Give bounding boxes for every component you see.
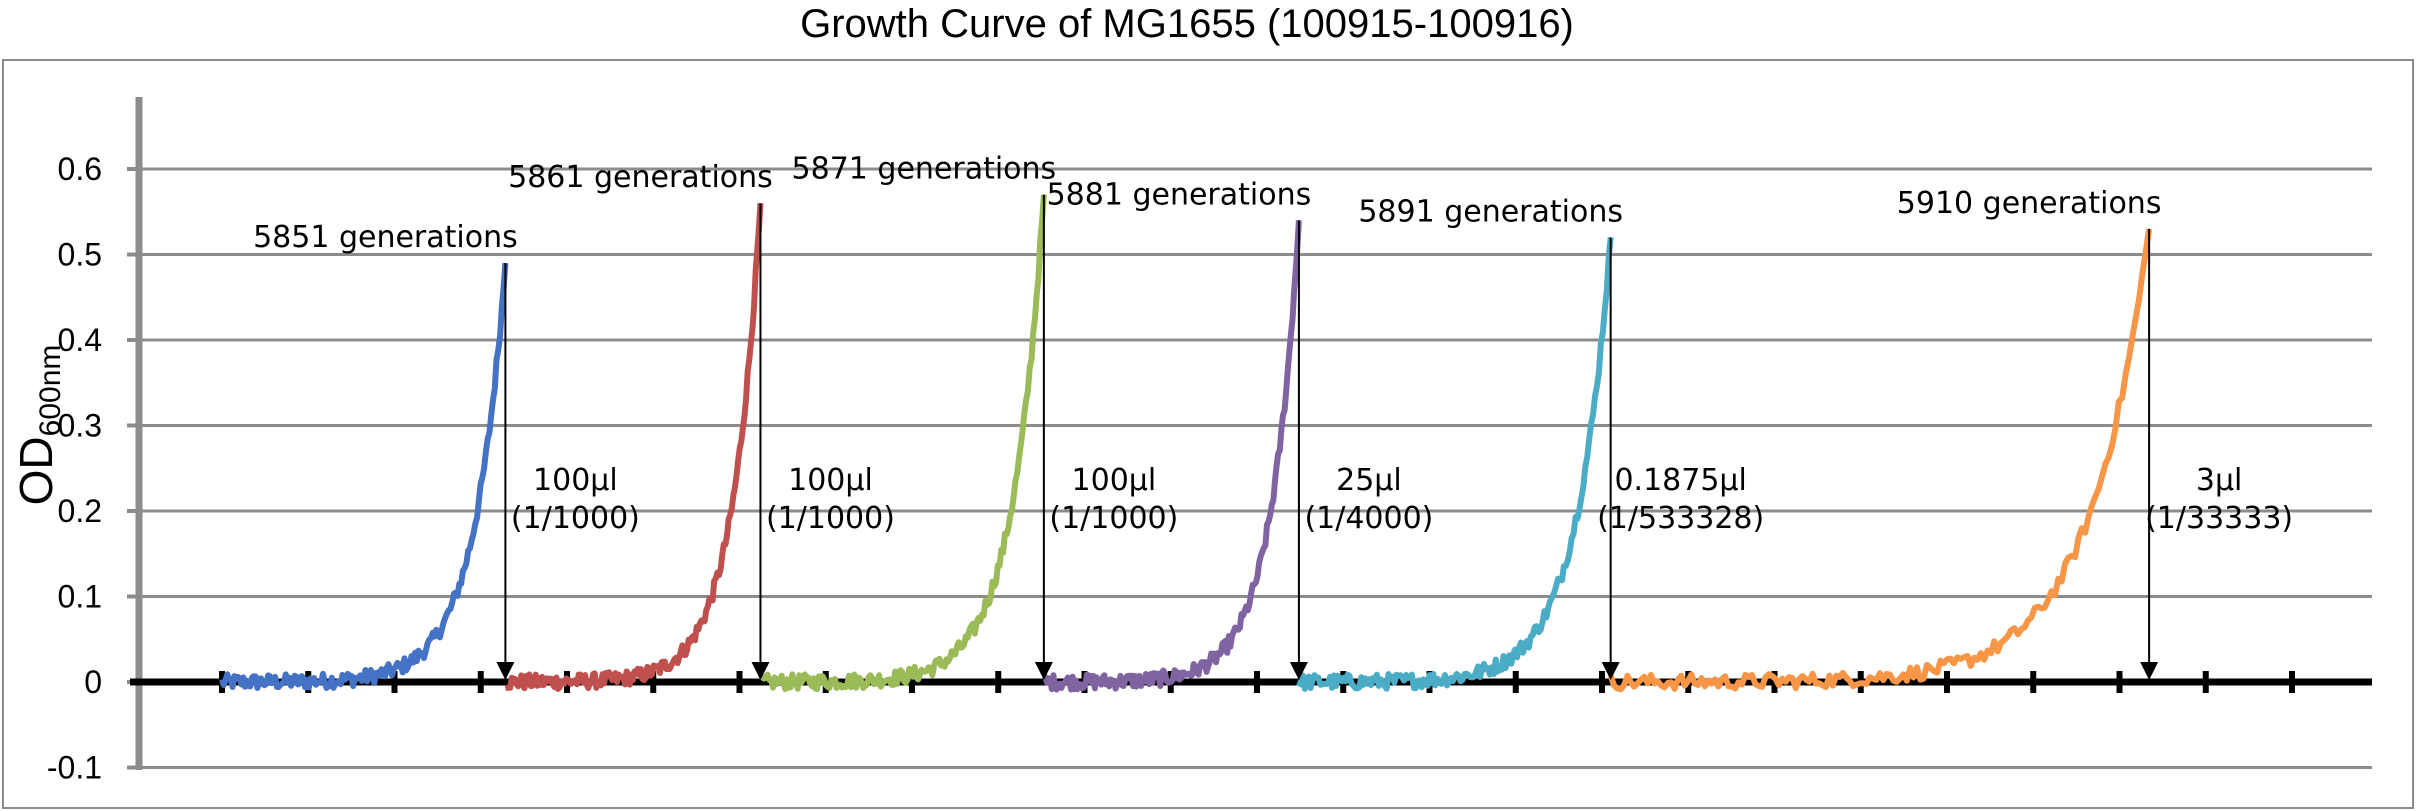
generation-annotation: 5861 generations (508, 160, 773, 195)
y-tick-label: 0.2 (58, 493, 102, 529)
chart-title: Growth Curve of MG1655 (100915-100916) (800, 2, 1574, 46)
generation-annotation: 5891 generations (1358, 194, 1623, 229)
gridlines (139, 167, 2372, 769)
transfer-arrowhead (1289, 662, 1308, 680)
transfer-dilution: (1/4000) (1304, 501, 1433, 536)
y-axis-label: OD600nm (10, 345, 67, 506)
transfer-dilution: (1/33333) (2145, 501, 2293, 536)
transfer-volume: 0.1875μl (1614, 463, 1746, 498)
series-line-3 (757, 194, 1047, 693)
series-line-6 (1607, 228, 2153, 693)
transfer-volume: 100μl (1072, 463, 1157, 498)
transfer-arrows (496, 194, 2159, 680)
y-tick-label: 0.4 (58, 322, 102, 358)
transfer-arrowhead (751, 662, 770, 680)
transfer-dilution: (1/1000) (1049, 501, 1178, 536)
generation-annotation: 5871 generations (792, 152, 1057, 187)
y-tick-label: 0.5 (58, 237, 102, 273)
transfer-arrowhead (496, 662, 515, 680)
y-tick-label: 0 (84, 664, 102, 700)
transfer-dilution: (1/1000) (511, 501, 640, 536)
transfer-dilution: (1/533328) (1597, 501, 1764, 536)
y-axis-ticks: -0.1 0 0.1 0.2 0.3 0.4 0.5 0.6 (47, 151, 139, 786)
y-tick-label: 0.3 (58, 408, 102, 444)
transfer-volume: 100μl (533, 463, 618, 498)
series-line-5 (1296, 237, 1614, 692)
series-line-4 (1042, 220, 1302, 693)
generation-annotation: 5910 generations (1897, 186, 2162, 221)
transfer-arrowhead (2140, 662, 2159, 680)
generation-annotation: 5851 generations (253, 220, 518, 255)
transfer-volume: 100μl (788, 463, 873, 498)
series-line-1 (219, 262, 509, 691)
y-tick-label: -0.1 (47, 750, 102, 786)
transfer-arrowhead (1034, 662, 1053, 680)
y-axis-label-subscript: 600nm (34, 345, 67, 437)
generation-annotation: 5881 generations (1047, 177, 1312, 212)
y-tick-label: 0.1 (58, 579, 102, 615)
plot-frame (2, 59, 2414, 809)
transfer-volume: 3μl (2196, 463, 2243, 498)
transfer-volume: 25μl (1336, 463, 1402, 498)
y-axis-label-main: OD (10, 436, 62, 505)
series-line-2 (504, 203, 764, 692)
y-tick-label: 0.6 (58, 151, 102, 187)
transfer-arrowhead (1601, 662, 1620, 680)
transfer-dilution: (1/1000) (766, 501, 895, 536)
series-group (219, 194, 2153, 693)
